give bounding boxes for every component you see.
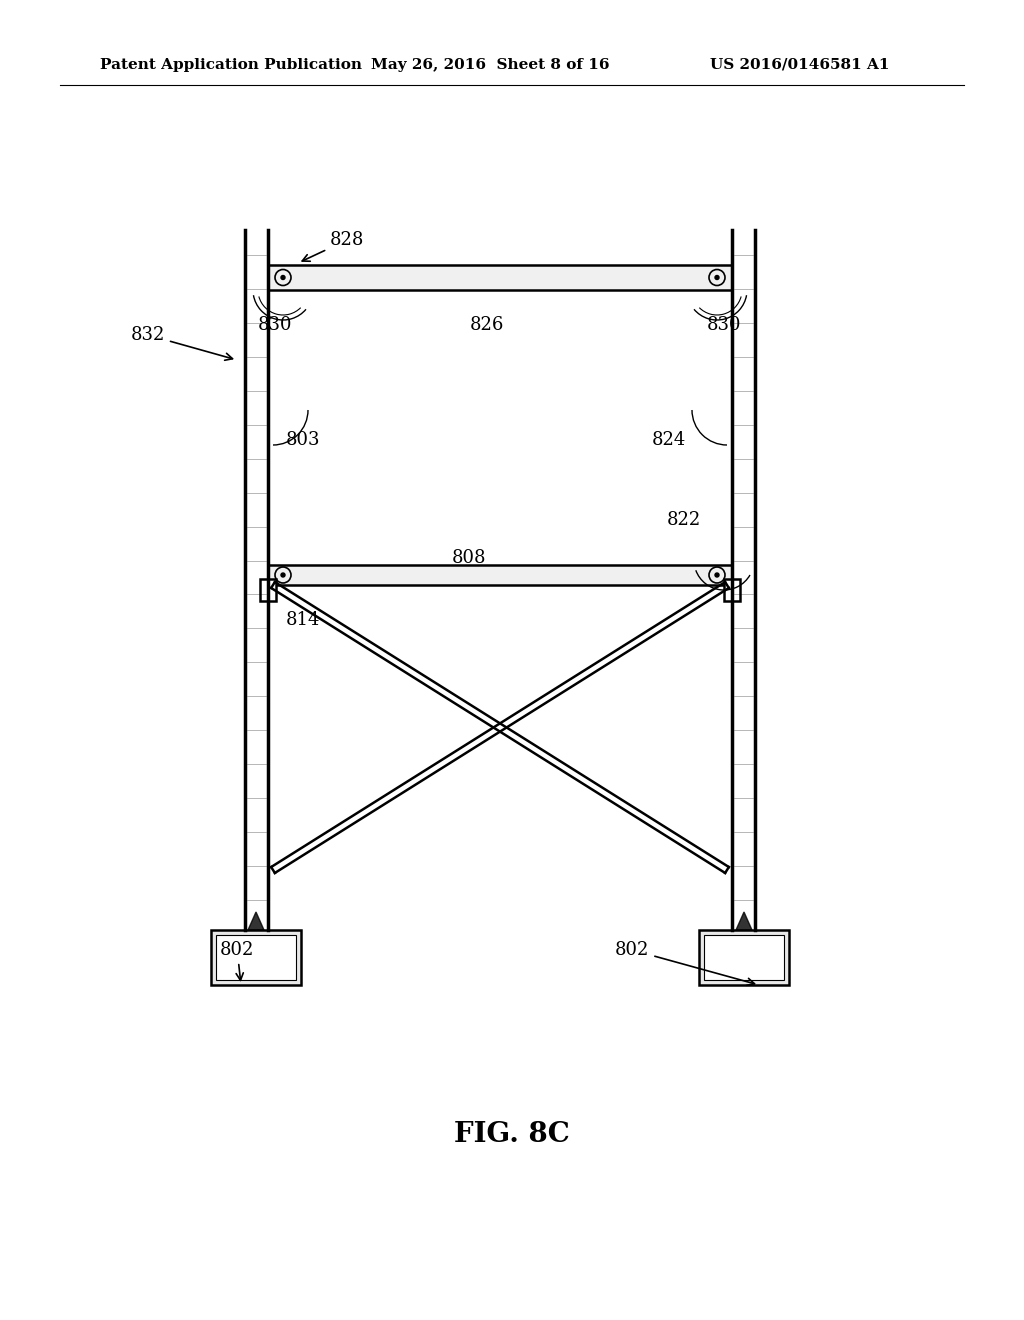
Bar — [216, 935, 296, 979]
Bar — [705, 935, 784, 979]
Text: 830: 830 — [707, 315, 741, 334]
Bar — [724, 579, 740, 601]
Text: 830: 830 — [258, 315, 293, 334]
Bar — [211, 931, 301, 985]
Bar — [699, 931, 790, 985]
Bar — [260, 579, 276, 601]
Text: 802: 802 — [220, 941, 254, 981]
Text: 822: 822 — [667, 511, 701, 529]
Polygon shape — [736, 912, 752, 931]
Polygon shape — [248, 912, 264, 931]
Circle shape — [281, 573, 285, 577]
Text: 832: 832 — [131, 326, 232, 360]
Circle shape — [281, 276, 285, 280]
Text: US 2016/0146581 A1: US 2016/0146581 A1 — [711, 58, 890, 73]
Text: 808: 808 — [452, 549, 486, 568]
Text: 826: 826 — [470, 315, 505, 334]
Text: Patent Application Publication: Patent Application Publication — [100, 58, 362, 73]
Text: 828: 828 — [302, 231, 365, 261]
Circle shape — [715, 276, 719, 280]
Text: 824: 824 — [652, 432, 686, 449]
Text: FIG. 8C: FIG. 8C — [454, 1122, 570, 1148]
Text: 803: 803 — [286, 432, 321, 449]
Bar — [268, 565, 732, 585]
Text: 814: 814 — [286, 611, 321, 630]
Circle shape — [715, 573, 719, 577]
Bar — [268, 265, 732, 290]
Text: May 26, 2016  Sheet 8 of 16: May 26, 2016 Sheet 8 of 16 — [371, 58, 609, 73]
Text: 802: 802 — [615, 941, 755, 985]
